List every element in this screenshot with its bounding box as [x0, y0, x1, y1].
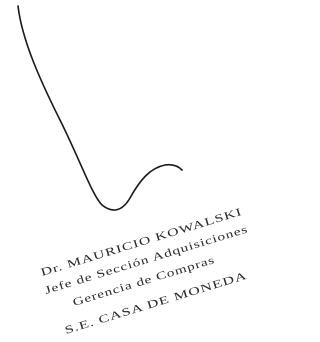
signature [18, 6, 182, 210]
page: {"stamp": {"lines": ["Dr. MAURICIO KOWAL… [0, 0, 280, 342]
stamp: Dr. MAURICIO KOWALSKI Jefe de Sección Ad… [39, 206, 249, 337]
document: Dr. MAURICIO KOWALSKI Jefe de Sección Ad… [0, 0, 280, 342]
